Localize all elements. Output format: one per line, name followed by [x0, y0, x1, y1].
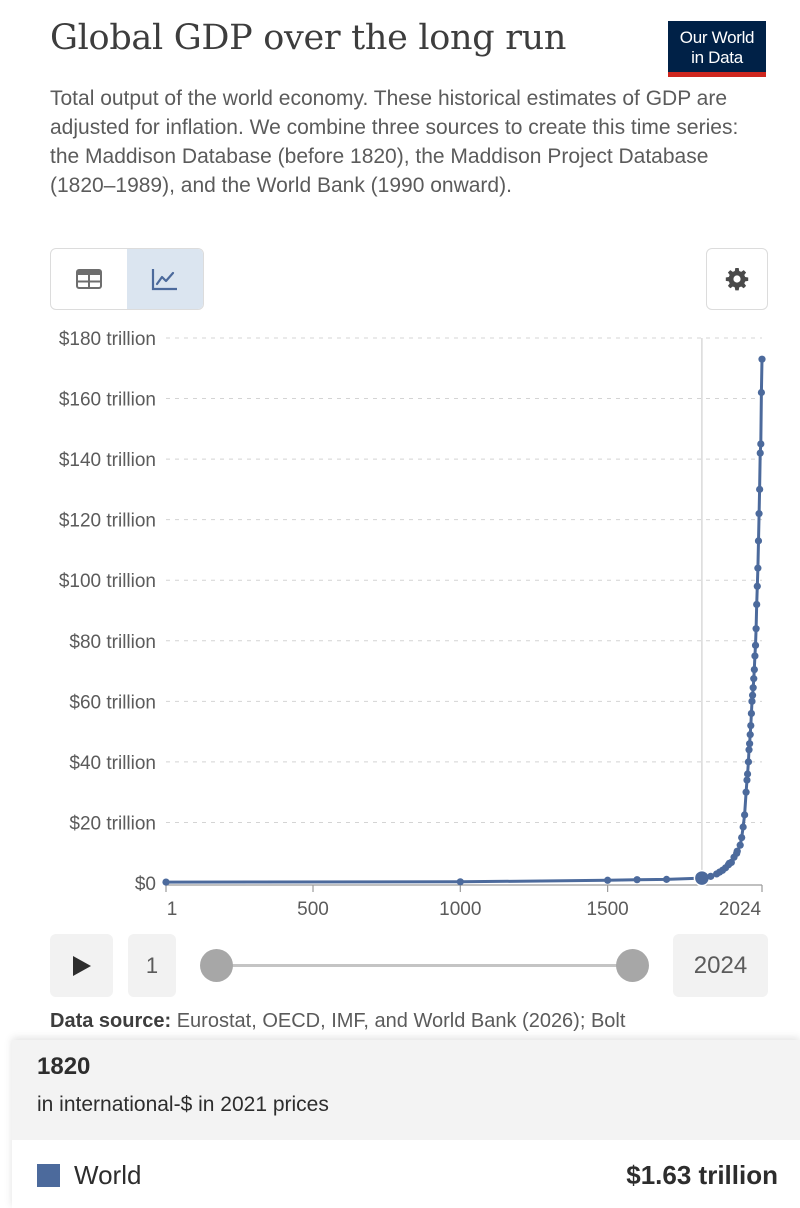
- data-point: [752, 625, 760, 633]
- line-chart-icon: [151, 269, 177, 291]
- tooltip-year: 1820: [37, 1053, 91, 1080]
- data-point: [633, 876, 641, 884]
- data-point: [748, 691, 757, 699]
- data-point: [739, 823, 747, 831]
- tooltip-row: World $1.63 trillion: [12, 1140, 800, 1208]
- data-point: [747, 709, 755, 718]
- settings-button[interactable]: [706, 248, 768, 310]
- data-point: [162, 878, 170, 886]
- x-tick-label: 2024: [719, 899, 762, 920]
- x-tick-label: 1000: [439, 899, 481, 920]
- data-point: [757, 388, 766, 397]
- data-point: [746, 740, 754, 748]
- data-point: [751, 641, 760, 649]
- data-point: [755, 510, 763, 518]
- owid-logo[interactable]: Our World in Data: [668, 21, 766, 77]
- data-point: [754, 564, 762, 572]
- data-point: [756, 485, 764, 493]
- y-tick-label: $100 trillion: [59, 571, 156, 592]
- table-icon: [76, 269, 102, 289]
- y-tick-label: $160 trillion: [59, 390, 156, 411]
- hover-tooltip: 1820 in international-$ in 2021 prices W…: [12, 1040, 800, 1208]
- x-tick-label: 1: [167, 899, 178, 920]
- data-point: [604, 876, 612, 884]
- data-source-label: Data source:: [50, 1010, 172, 1032]
- data-point: [748, 697, 756, 705]
- y-tick-label: $140 trillion: [59, 450, 156, 471]
- x-tick-label: 500: [297, 899, 329, 920]
- play-icon: [72, 955, 91, 976]
- y-tick-label: $80 trillion: [69, 632, 156, 653]
- y-tick-label: $180 trillion: [59, 329, 156, 350]
- timeline-end-label[interactable]: 2024: [673, 934, 768, 997]
- logo-text-line1: Our World: [679, 28, 755, 47]
- data-point: [744, 758, 753, 766]
- data-point: [753, 600, 761, 609]
- y-tick-label: $0: [135, 874, 156, 895]
- data-point: [751, 652, 759, 660]
- data-point: [757, 440, 765, 448]
- data-point: [754, 537, 763, 545]
- y-tick-label: $40 trillion: [69, 753, 156, 774]
- chart-title: Global GDP over the long run: [50, 18, 567, 58]
- data-point: [746, 731, 754, 739]
- timeline-start-handle[interactable]: [200, 949, 233, 982]
- tooltip-color-swatch: [37, 1164, 60, 1187]
- play-button[interactable]: [50, 934, 113, 997]
- timeline-end-handle[interactable]: [616, 949, 649, 982]
- x-tick-label: 1500: [586, 899, 628, 920]
- series-line-world: [164, 357, 764, 884]
- data-point: [756, 449, 764, 457]
- data-point: [750, 675, 758, 683]
- y-tick-label: $120 trillion: [59, 511, 156, 532]
- data-point: [738, 833, 746, 842]
- y-tick-label: $60 trillion: [69, 692, 156, 713]
- tooltip-entity: World: [74, 1160, 142, 1190]
- data-point: [743, 770, 752, 778]
- view-toggle: [50, 248, 204, 310]
- data-point: [743, 776, 751, 784]
- timeline-track[interactable]: [216, 964, 632, 967]
- data-point: [707, 872, 715, 880]
- chart-view-button[interactable]: [127, 249, 203, 309]
- tooltip-value: $1.63 trillion: [626, 1160, 778, 1190]
- y-tick-label: $20 trillion: [69, 813, 156, 834]
- data-point: [747, 721, 755, 730]
- data-point: [736, 841, 744, 849]
- logo-text-line2: in Data: [691, 48, 743, 67]
- data-point: [662, 875, 671, 883]
- data-point: [456, 878, 464, 886]
- data-point: [758, 355, 766, 363]
- data-point: [749, 684, 757, 692]
- line-chart: $0 $20 trillion $40 trillion $60 trillion $8…: [59, 329, 766, 920]
- data-point: [733, 847, 741, 855]
- data-source: Data source: Eurostat, OECD, IMF, and Wo…: [50, 1010, 770, 1033]
- timeline-start-label[interactable]: 1: [128, 934, 176, 997]
- gear-icon: [725, 268, 749, 291]
- data-source-text: Eurostat, OECD, IMF, and World Bank (202…: [176, 1010, 626, 1032]
- chart-subtitle: Total output of the world economy. These…: [50, 87, 739, 197]
- table-view-button[interactable]: [51, 249, 127, 309]
- data-point: [753, 582, 761, 590]
- tooltip-unit: in international-$ in 2021 prices: [37, 1093, 329, 1116]
- data-point: [750, 665, 758, 674]
- data-point: [742, 788, 750, 796]
- data-point: [745, 746, 753, 754]
- highlighted-data-point: [693, 869, 711, 887]
- data-point: [741, 811, 749, 819]
